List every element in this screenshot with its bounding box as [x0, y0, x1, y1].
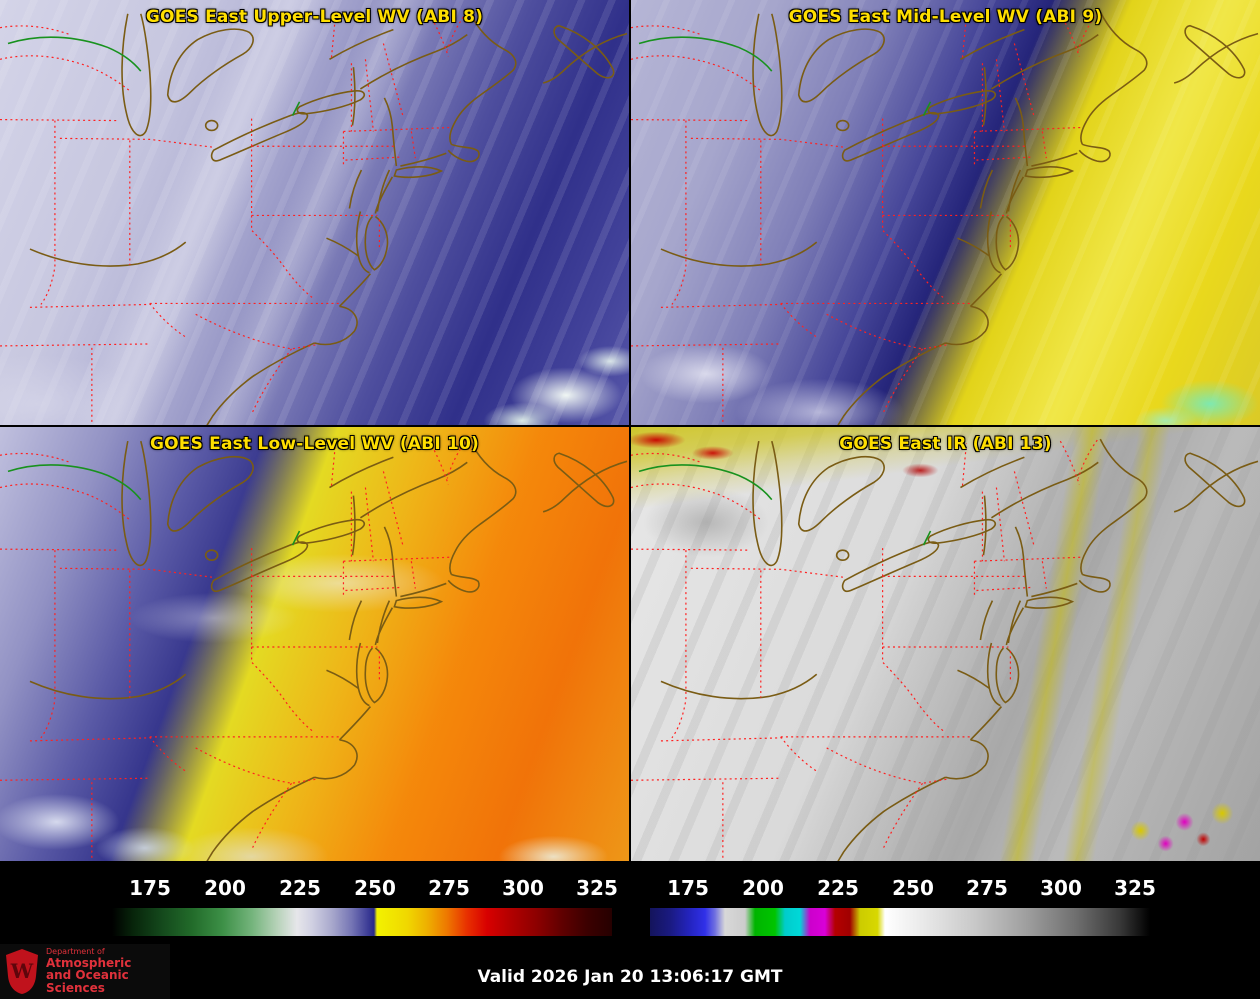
panel-title-abi8: GOES East Upper-Level WV (ABI 8): [145, 7, 484, 27]
ir-colorbar: [650, 908, 1150, 936]
panel-title-abi13: GOES East IR (ABI 13): [839, 434, 1052, 454]
panel-mid-level-wv: GOES East Mid-Level WV (ABI 9): [631, 0, 1260, 425]
tick-label: 225: [817, 876, 859, 900]
tick-label: 300: [502, 876, 544, 900]
map-overlay-abi9: [631, 11, 1259, 425]
panel-title-abi10: GOES East Low-Level WV (ABI 10): [149, 434, 479, 454]
ir-colorbar-ticks: 175 200 225 250 275 300 325: [650, 876, 1156, 900]
panel-upper-level-wv: GOES East Upper-Level WV (ABI 8): [0, 0, 629, 425]
tick-label: 250: [354, 876, 396, 900]
tick-label: 200: [742, 876, 784, 900]
satellite-image-abi9: [631, 0, 1260, 425]
wv-colorbar: [112, 908, 612, 936]
panel-title-abi9: GOES East Mid-Level WV (ABI 9): [788, 7, 1103, 27]
tick-label: 175: [667, 876, 709, 900]
tick-label: 275: [428, 876, 470, 900]
map-overlay-abi8: [0, 11, 628, 425]
logo-atmospheric: Atmospheric: [46, 955, 132, 970]
svg-text:W: W: [10, 959, 34, 983]
satellite-image-abi10: [0, 427, 629, 861]
tick-label: 175: [129, 876, 171, 900]
uw-crest-icon: W: [6, 949, 38, 994]
map-overlay-abi13: [631, 438, 1259, 861]
map-overlay-abi10: [0, 438, 628, 861]
tick-label: 325: [1114, 876, 1156, 900]
satellite-image-abi8: [0, 0, 629, 425]
tick-label: 275: [966, 876, 1008, 900]
tick-label: 300: [1040, 876, 1082, 900]
tick-label: 250: [892, 876, 934, 900]
wv-colorbar-ticks: 175 200 225 250 275 300 325: [112, 876, 618, 900]
tick-label: 200: [204, 876, 246, 900]
tick-label: 325: [576, 876, 618, 900]
uw-aos-logo: W Department of Atmospheric and Oceanic …: [0, 944, 170, 999]
tick-label: 225: [279, 876, 321, 900]
logo-dept-of: Department of: [46, 947, 105, 957]
panel-ir: GOES East IR (ABI 13): [631, 427, 1260, 861]
satellite-image-abi13: [631, 427, 1260, 861]
panel-low-level-wv: GOES East Low-Level WV (ABI 10): [0, 427, 629, 861]
valid-time-label: Valid 2026 Jan 20 13:06:17 GMT: [477, 967, 783, 987]
logo-oceanic: and Oceanic Sciences: [46, 968, 129, 995]
